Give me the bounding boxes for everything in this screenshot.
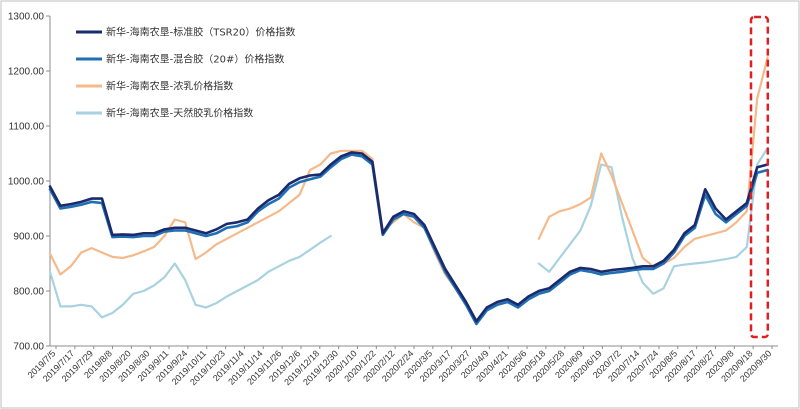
series-line-4 xyxy=(537,146,769,295)
series-line-4 xyxy=(48,234,332,319)
legend-label-2: 新华-海南农垦-混合胶（20#）价格指数 xyxy=(106,53,284,66)
legend-label-4: 新华-海南农垦-天然胶乳价格指数 xyxy=(106,107,253,120)
legend: 新华-海南农垦-标准胶（TSR20）价格指数新华-海南农垦-混合胶（20#）价格… xyxy=(76,26,295,120)
series-layer xyxy=(48,56,769,326)
highlight-box xyxy=(749,15,770,339)
y-tick-label: 1100.00 xyxy=(9,122,45,133)
series-line-2 xyxy=(48,153,769,326)
y-tick-label: 900.00 xyxy=(13,232,44,243)
series-line-1 xyxy=(48,151,769,323)
highlight-layer xyxy=(749,15,770,339)
y-tick-label: 1300.00 xyxy=(8,12,45,23)
legend-label-3: 新华-海南农垦-浓乳价格指数 xyxy=(106,80,233,93)
y-tick-label: 700.00 xyxy=(13,342,44,353)
y-tick-label: 1200.00 xyxy=(8,67,45,78)
y-tick-label: 1000.00 xyxy=(8,177,45,188)
y-tick-label: 800.00 xyxy=(13,287,44,298)
legend-label-1: 新华-海南农垦-标准胶（TSR20）价格指数 xyxy=(106,26,295,39)
